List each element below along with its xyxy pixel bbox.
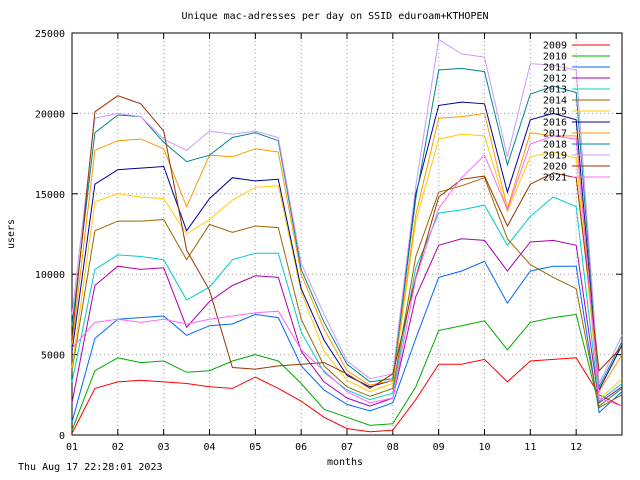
x-tick-label: 03 <box>158 442 170 453</box>
x-tick-label: 12 <box>570 442 582 453</box>
series-line-2010 <box>71 313 623 431</box>
x-tick-label: 02 <box>112 442 124 453</box>
series-line-2020 <box>71 95 623 389</box>
series-line-2011 <box>71 260 623 423</box>
legend-label-2017: 2017 <box>543 129 567 140</box>
y-tick-label: 0 <box>59 431 65 442</box>
legend-label-2014: 2014 <box>543 96 567 107</box>
series-line-2019 <box>71 38 623 386</box>
x-tick-label: 01 <box>66 442 78 453</box>
x-tick-label: 11 <box>524 442 536 453</box>
series-line-2017 <box>71 112 623 394</box>
x-tick-label: 10 <box>478 442 490 453</box>
legend-label-2009: 2009 <box>543 41 567 52</box>
series-line-2015 <box>71 133 623 401</box>
generated-timestamp: Thu Aug 17 22:28:01 2023 <box>18 462 163 473</box>
legend-label-2011: 2011 <box>543 63 567 74</box>
x-tick-label: 09 <box>433 442 445 453</box>
legend-label-2020: 2020 <box>543 162 567 173</box>
series-line-2018 <box>71 67 623 389</box>
series-line-2012 <box>71 238 623 407</box>
series-line-2013 <box>71 196 623 403</box>
legend-label-2010: 2010 <box>543 52 567 63</box>
x-tick-label: 07 <box>341 442 353 453</box>
x-tick-label: 06 <box>295 442 307 453</box>
y-tick-label: 20000 <box>35 109 65 120</box>
legend-label-2013: 2013 <box>543 85 567 96</box>
legend-label-2019: 2019 <box>543 151 567 162</box>
series-line-2016 <box>71 101 623 392</box>
y-axis-label: users <box>6 219 17 249</box>
x-axis-label: months <box>327 457 363 468</box>
legend-label-2015: 2015 <box>543 107 567 118</box>
legend-label-2018: 2018 <box>543 140 567 151</box>
series-line-2021 <box>71 135 623 407</box>
legend-label-2012: 2012 <box>543 74 567 85</box>
legend-label-2016: 2016 <box>543 118 567 129</box>
y-tick-label: 5000 <box>41 351 65 362</box>
chart-title: Unique mac-adresses per day on SSID edur… <box>181 11 488 22</box>
series-line-2009 <box>71 357 623 434</box>
y-tick-label: 10000 <box>35 270 65 281</box>
y-tick-label: 25000 <box>35 29 65 40</box>
x-tick-label: 05 <box>249 442 261 453</box>
x-tick-label: 04 <box>203 442 215 453</box>
series-line-2014 <box>71 177 623 409</box>
x-tick-label: 08 <box>387 442 399 453</box>
y-tick-label: 15000 <box>35 190 65 201</box>
legend-label-2021: 2021 <box>543 173 567 184</box>
